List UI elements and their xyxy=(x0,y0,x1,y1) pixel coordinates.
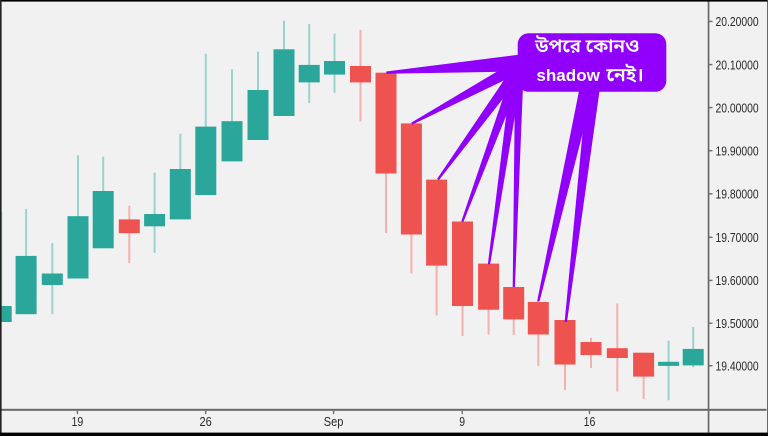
svg-text:20.20000: 20.20000 xyxy=(716,14,759,29)
svg-text:19: 19 xyxy=(72,414,84,429)
svg-text:19.40000: 19.40000 xyxy=(716,359,759,374)
svg-text:20.10000: 20.10000 xyxy=(716,57,759,72)
svg-text:26: 26 xyxy=(200,414,212,429)
svg-text:19.50000: 19.50000 xyxy=(716,316,759,331)
svg-text:19.80000: 19.80000 xyxy=(716,187,759,202)
svg-text:shadow: shadow xyxy=(536,66,600,85)
svg-text:19.70000: 19.70000 xyxy=(716,230,759,245)
svg-text:16: 16 xyxy=(584,414,596,429)
svg-text:19.60000: 19.60000 xyxy=(716,273,759,288)
svg-text:9: 9 xyxy=(459,414,465,429)
svg-text:20.00000: 20.00000 xyxy=(716,100,759,115)
svg-text:Sep: Sep xyxy=(324,414,344,429)
svg-text:19.90000: 19.90000 xyxy=(716,144,759,159)
